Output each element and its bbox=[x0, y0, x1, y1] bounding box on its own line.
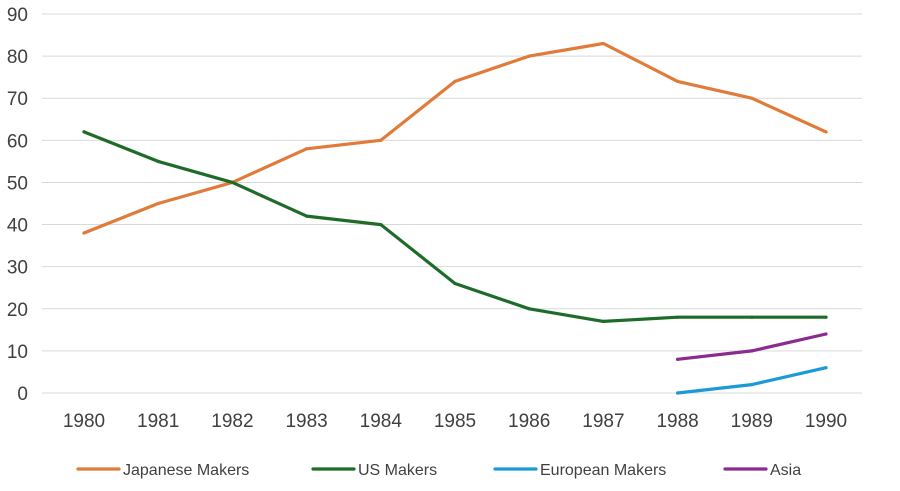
series-japanese-makers bbox=[82, 41, 828, 235]
x-axis-ticks: 1980 1981 1982 1983 1984 1985 1986 1987 1988 1989… bbox=[63, 411, 847, 432]
data-point bbox=[379, 222, 383, 227]
y-tick-label: 30 bbox=[7, 258, 28, 279]
y-tick-label: 50 bbox=[7, 173, 28, 194]
data-point bbox=[676, 315, 680, 319]
x-tick-label: 1981 bbox=[137, 411, 179, 432]
legend-item: Asia bbox=[723, 462, 801, 479]
y-tick-label: 10 bbox=[7, 342, 28, 363]
legend-label: European Makers bbox=[540, 462, 666, 479]
x-tick-label: 1982 bbox=[211, 411, 253, 432]
data-point bbox=[824, 315, 828, 319]
x-tick-label: 1989 bbox=[731, 411, 773, 432]
y-tick-label: 70 bbox=[7, 89, 28, 110]
data-point bbox=[527, 307, 531, 311]
series-line bbox=[675, 366, 828, 395]
y-tick-label: 90 bbox=[7, 5, 28, 26]
y-tick-label: 80 bbox=[7, 47, 28, 68]
x-tick-label: 1986 bbox=[508, 411, 550, 432]
data-point bbox=[156, 159, 160, 163]
series-line bbox=[675, 332, 828, 361]
series-line bbox=[82, 130, 828, 323]
data-point bbox=[527, 54, 531, 58]
x-tick-label: 1990 bbox=[805, 411, 847, 432]
data-point bbox=[676, 79, 680, 83]
y-tick-label: 0 bbox=[17, 384, 28, 405]
data-point bbox=[453, 281, 457, 286]
legend-item: Japanese Makers bbox=[76, 462, 249, 479]
data-point bbox=[750, 349, 754, 353]
data-point bbox=[601, 41, 606, 46]
series-line bbox=[82, 41, 828, 235]
data-point bbox=[82, 231, 86, 235]
data-point bbox=[676, 357, 680, 361]
x-tick-label: 1988 bbox=[656, 411, 698, 432]
data-point bbox=[824, 366, 828, 370]
x-tick-label: 1984 bbox=[360, 411, 403, 432]
legend-item: US Makers bbox=[311, 462, 437, 479]
grid-layer bbox=[42, 13, 862, 394]
y-axis-ticks: 0 10 20 30 40 50 60 70 80 90 bbox=[7, 5, 28, 405]
legend-label: US Makers bbox=[358, 462, 437, 479]
data-point bbox=[305, 214, 309, 218]
data-point bbox=[453, 79, 457, 83]
x-tick-label: 1983 bbox=[285, 411, 327, 432]
data-point bbox=[82, 130, 86, 134]
data-point bbox=[305, 147, 309, 151]
data-point bbox=[750, 382, 754, 387]
data-point bbox=[156, 201, 160, 206]
data-point bbox=[676, 391, 680, 395]
series-european-makers bbox=[675, 366, 828, 395]
x-tick-label: 1985 bbox=[434, 411, 476, 432]
data-point bbox=[601, 319, 606, 324]
data-point bbox=[379, 138, 383, 142]
y-tick-label: 20 bbox=[7, 300, 28, 321]
legend-label: Asia bbox=[770, 462, 801, 479]
x-tick-label: 1980 bbox=[63, 411, 105, 432]
x-tick-label: 1987 bbox=[582, 411, 624, 432]
data-point bbox=[750, 315, 754, 319]
data-point bbox=[824, 332, 828, 336]
y-tick-label: 60 bbox=[7, 131, 28, 152]
data-point bbox=[230, 180, 234, 185]
legend: Japanese Makers US Makers European Makers A… bbox=[76, 462, 801, 479]
legend-item: European Makers bbox=[493, 462, 666, 479]
series-us-makers bbox=[82, 130, 828, 324]
data-point bbox=[824, 130, 828, 134]
y-tick-label: 40 bbox=[7, 216, 28, 237]
legend-label: Japanese Makers bbox=[123, 462, 249, 479]
data-point bbox=[750, 96, 754, 100]
series-asia bbox=[675, 332, 828, 361]
series-layer bbox=[82, 41, 828, 395]
